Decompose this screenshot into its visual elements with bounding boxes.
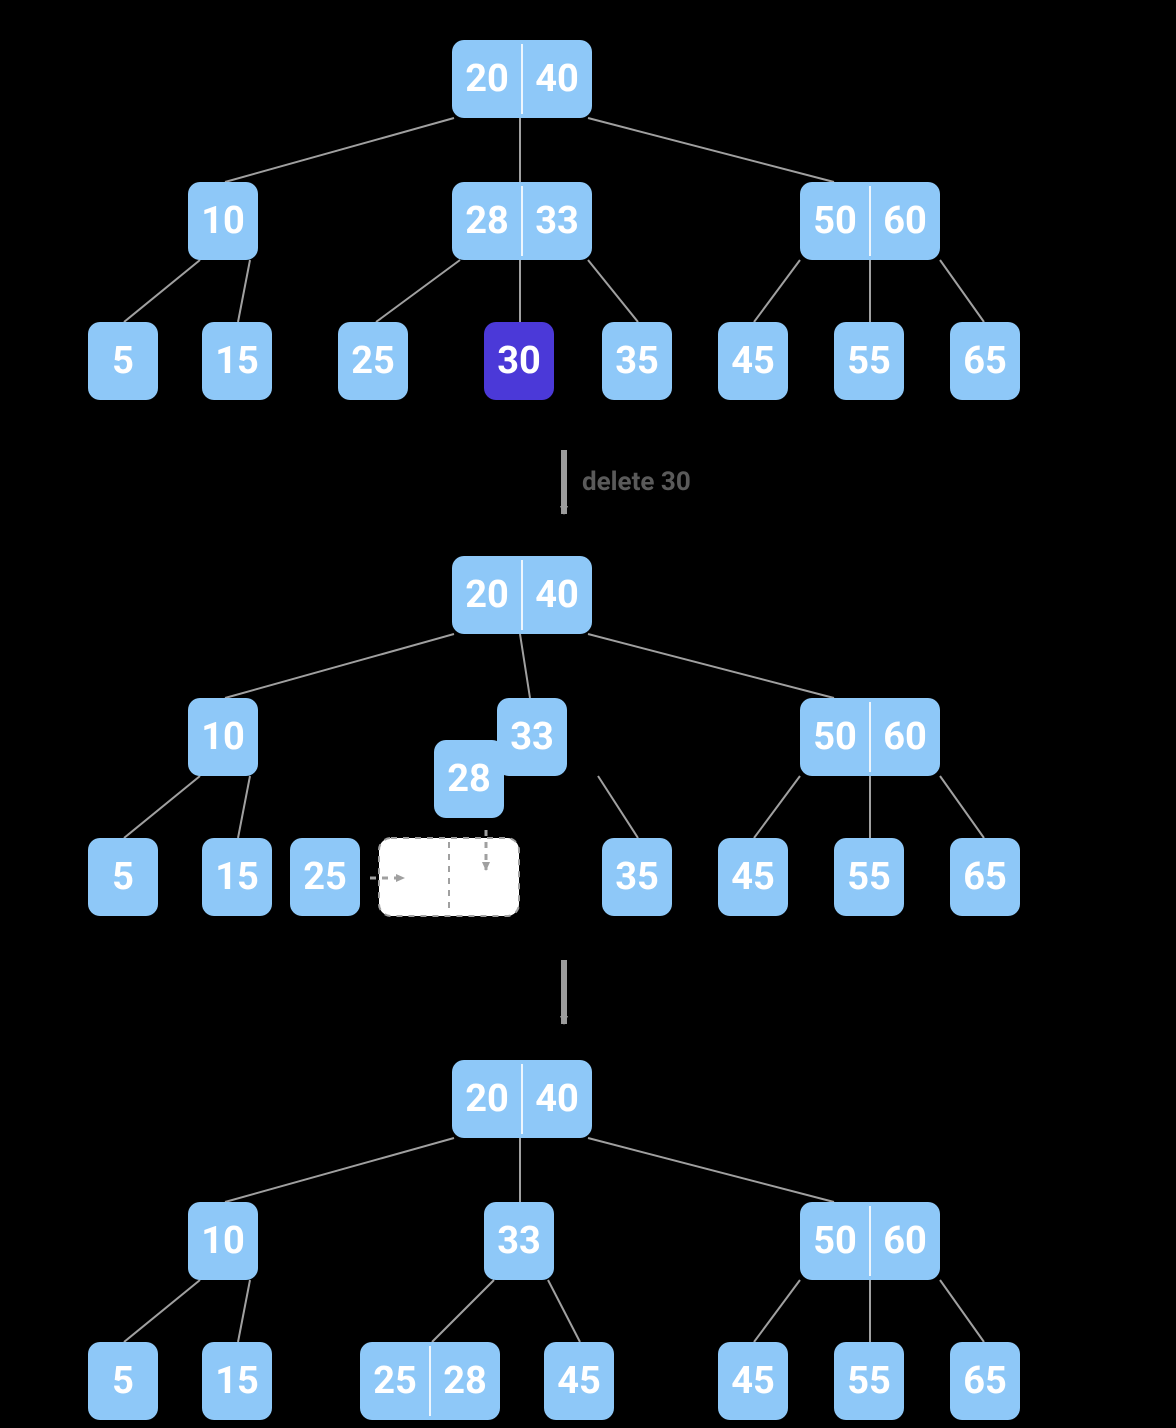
node-key: 25 — [351, 339, 395, 383]
node-key: 25 — [373, 1359, 417, 1403]
node-key: 28 — [447, 757, 491, 801]
node-key: 45 — [731, 339, 775, 383]
node-key: 35 — [615, 855, 659, 899]
node-key: 50 — [813, 199, 857, 243]
tree-edge — [588, 260, 638, 322]
node-key: 20 — [465, 57, 509, 101]
tree-edge — [520, 634, 530, 698]
tree-edge — [225, 1138, 454, 1202]
tree-edge — [588, 1138, 834, 1202]
node-key: 15 — [215, 339, 259, 383]
node-key: 60 — [883, 715, 927, 759]
node-key: 20 — [465, 1077, 509, 1121]
node-key: 25 — [303, 855, 347, 899]
tree-edge — [940, 260, 984, 322]
node-key: 10 — [201, 715, 245, 759]
node-key: 55 — [847, 855, 891, 899]
node-key: 40 — [535, 57, 579, 101]
node-key: 40 — [535, 573, 579, 617]
node-key: 40 — [535, 1077, 579, 1121]
node-key: 15 — [215, 855, 259, 899]
tree-edge — [238, 1280, 250, 1342]
node-key: 33 — [510, 715, 554, 759]
node-key: 55 — [847, 339, 891, 383]
tree-edge — [238, 776, 250, 838]
node-key: 60 — [883, 1219, 927, 1263]
tree-edge — [238, 260, 250, 322]
node-key: 65 — [963, 855, 1007, 899]
tree-edge — [940, 776, 984, 838]
node-key: 60 — [883, 199, 927, 243]
tree-edge — [376, 260, 460, 322]
node-key: 10 — [201, 199, 245, 243]
tree-edge — [754, 260, 800, 322]
node-key: 45 — [557, 1359, 601, 1403]
tree-edge — [124, 1280, 200, 1342]
tree-edge — [754, 1280, 800, 1342]
node-key: 45 — [731, 855, 775, 899]
tree-edge — [588, 634, 834, 698]
node-key: 30 — [497, 339, 541, 383]
node-key: 28 — [465, 199, 509, 243]
transition-label: delete 30 — [582, 467, 691, 497]
tree-edge — [432, 1280, 494, 1342]
tree-edge — [588, 118, 834, 182]
btree-delete-diagram: 20401028335060515253035455565delete 3020… — [0, 0, 1176, 1428]
tree-edge — [124, 776, 200, 838]
node-key: 5 — [112, 855, 134, 899]
node-key: 5 — [112, 1359, 134, 1403]
node-key: 10 — [201, 1219, 245, 1263]
node-key: 33 — [497, 1219, 541, 1263]
tree-edge — [598, 776, 638, 838]
tree-edge — [124, 260, 200, 322]
tree-edge — [940, 1280, 984, 1342]
node-key: 35 — [615, 339, 659, 383]
tree-edge — [548, 1280, 580, 1342]
tree-edge — [754, 776, 800, 838]
node-key: 28 — [443, 1359, 487, 1403]
node-key: 50 — [813, 715, 857, 759]
tree-edge — [225, 118, 454, 182]
node-key: 55 — [847, 1359, 891, 1403]
node-key: 33 — [535, 199, 579, 243]
node-key: 5 — [112, 339, 134, 383]
node-key: 15 — [215, 1359, 259, 1403]
node-key: 20 — [465, 573, 509, 617]
tree-edge — [225, 634, 454, 698]
node-key: 65 — [963, 339, 1007, 383]
node-key: 50 — [813, 1219, 857, 1263]
node-key: 65 — [963, 1359, 1007, 1403]
node-key: 45 — [731, 1359, 775, 1403]
